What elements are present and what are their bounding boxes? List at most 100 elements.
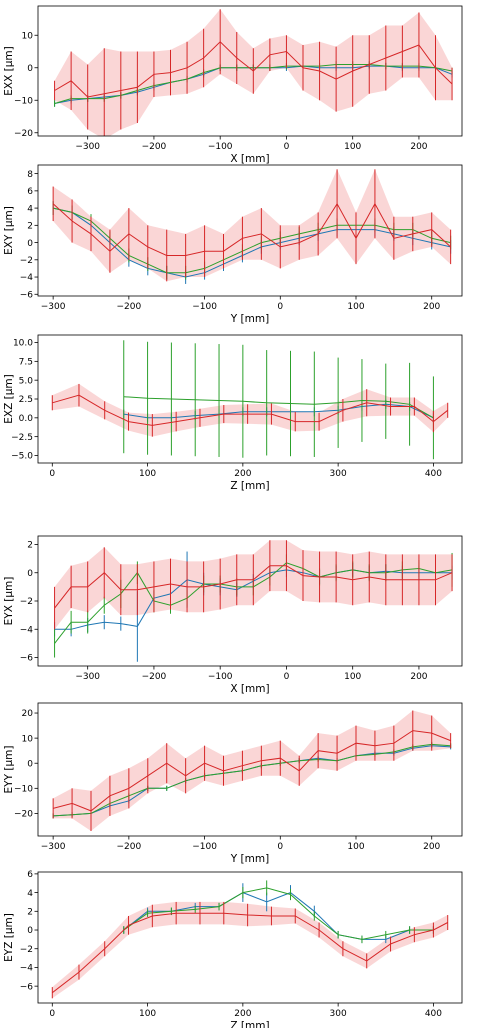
series-red xyxy=(54,540,453,630)
y-tick-label: 0.0 xyxy=(19,414,34,424)
uncertainty-band xyxy=(52,383,448,437)
uncertainty-band xyxy=(53,169,451,282)
x-tick-label: 200 xyxy=(423,302,440,312)
y-tick-label: −6 xyxy=(20,982,34,992)
y-axis-label: EXX [μm] xyxy=(3,46,15,95)
series-line-green xyxy=(53,743,451,817)
x-tick-label: 300 xyxy=(330,1009,347,1019)
y-tick-label: 4 xyxy=(27,204,33,214)
x-axis-label: Z [mm] xyxy=(230,1020,269,1028)
x-tick-label: 200 xyxy=(410,672,427,682)
plot-area xyxy=(52,710,452,831)
x-tick-label: 100 xyxy=(347,842,364,852)
series-line-red xyxy=(52,394,449,426)
y-tick-label: 0 xyxy=(27,569,33,579)
series-line-red xyxy=(51,912,448,994)
plot-area xyxy=(51,880,449,999)
x-tick-label: −100 xyxy=(192,842,217,852)
x-tick-label: 200 xyxy=(234,1009,251,1019)
series-red xyxy=(52,710,452,831)
y-tick-label: −6 xyxy=(20,290,34,300)
y-tick-label: −10 xyxy=(14,96,33,106)
y-tick-label: 6 xyxy=(27,870,33,880)
y-tick-label: −20 xyxy=(14,810,33,820)
x-tick-label: −200 xyxy=(142,672,167,682)
y-tick-label: −10 xyxy=(14,785,33,795)
x-axis-label: Y [mm] xyxy=(230,853,269,865)
axes-frame xyxy=(37,5,463,137)
series-line-green xyxy=(123,887,434,940)
chart-panel-4: −300 −200 −100 0 100 200 −6 −4 −2 0 2 X [mm] EYX [μm… xyxy=(3,535,463,695)
y-tick-label: 4 xyxy=(27,889,33,899)
y-tick-label: 20 xyxy=(22,709,34,719)
y-axis-label: EXZ [μm] xyxy=(3,374,15,423)
x-tick-label: 0 xyxy=(277,842,283,852)
y-tick-label: −5.0 xyxy=(11,452,33,462)
y-axis-label: EXY [μm] xyxy=(3,206,15,255)
axes-frame xyxy=(37,164,463,297)
x-tick-label: 200 xyxy=(423,842,440,852)
x-tick-label: −300 xyxy=(75,142,100,152)
x-tick-label: 0 xyxy=(277,302,283,312)
x-tick-label: 0 xyxy=(49,1009,55,1019)
x-tick-label: −100 xyxy=(192,302,217,312)
x-axis-label: X [mm] xyxy=(230,153,269,165)
series-green xyxy=(123,340,434,460)
uncertainty-band xyxy=(53,710,451,831)
y-tick-label: 10.0 xyxy=(13,339,33,349)
x-tick-label: 0 xyxy=(284,142,290,152)
x-tick-label: 0 xyxy=(284,672,290,682)
plot-area xyxy=(54,9,453,136)
series-line-red xyxy=(52,202,451,256)
y-tick-label: −4 xyxy=(20,964,34,974)
y-tick-label: 2 xyxy=(27,908,33,918)
x-tick-label: 400 xyxy=(425,1009,442,1019)
x-tick-label: −300 xyxy=(41,302,66,312)
x-tick-label: 100 xyxy=(139,469,156,479)
y-axis-label: EYY [μm] xyxy=(3,746,15,794)
x-tick-label: 0 xyxy=(49,469,55,479)
y-tick-label: −2.5 xyxy=(11,433,33,443)
x-tick-label: 200 xyxy=(234,469,251,479)
x-tick-label: 100 xyxy=(139,1009,156,1019)
y-tick-label: 2 xyxy=(27,222,33,232)
y-axis-label: EYX [μm] xyxy=(3,577,15,626)
plot-area xyxy=(51,340,449,460)
series-line-blue xyxy=(52,207,451,278)
x-tick-label: −300 xyxy=(41,842,66,852)
x-axis-label: X [mm] xyxy=(230,683,269,695)
x-tick-label: −200 xyxy=(142,142,167,152)
x-tick-label: 300 xyxy=(330,469,347,479)
y-tick-label: 5.0 xyxy=(19,376,34,386)
y-tick-label: 2 xyxy=(27,541,33,551)
y-tick-label: 0 xyxy=(27,926,33,936)
y-tick-label: −2 xyxy=(20,597,33,607)
y-tick-label: 8 xyxy=(27,170,33,180)
y-tick-label: 10 xyxy=(22,734,34,744)
x-tick-label: −300 xyxy=(75,672,100,682)
x-tick-label: 100 xyxy=(344,142,361,152)
series-red xyxy=(51,383,449,437)
y-tick-label: 0 xyxy=(27,239,33,249)
y-tick-label: 6 xyxy=(27,187,33,197)
axes-frame xyxy=(37,871,463,1004)
y-tick-label: −2 xyxy=(20,945,33,955)
y-tick-label: −2 xyxy=(20,256,33,266)
y-tick-label: −4 xyxy=(20,625,34,635)
x-tick-label: −200 xyxy=(116,302,141,312)
y-tick-label: 0 xyxy=(27,64,33,74)
chart-panel-3: 0 100 200 300 400 −5.0 −2.5 0.0 2.5 5.0 7.5 10.0 Z [… xyxy=(3,334,463,492)
x-axis-label: Y [mm] xyxy=(230,313,269,325)
series-line-red xyxy=(52,730,451,812)
plot-area xyxy=(54,540,453,662)
series-line-green xyxy=(52,207,451,274)
chart-panel-6: 0 100 200 300 400 −6 −4 −2 0 2 4 6 Z [mm] EYZ [μm] xyxy=(3,870,463,1028)
y-tick-label: 7.5 xyxy=(19,358,33,368)
x-tick-label: −200 xyxy=(116,842,141,852)
x-tick-label: −100 xyxy=(208,142,233,152)
y-tick-label: −6 xyxy=(20,654,34,664)
uncertainty-band xyxy=(52,901,448,999)
